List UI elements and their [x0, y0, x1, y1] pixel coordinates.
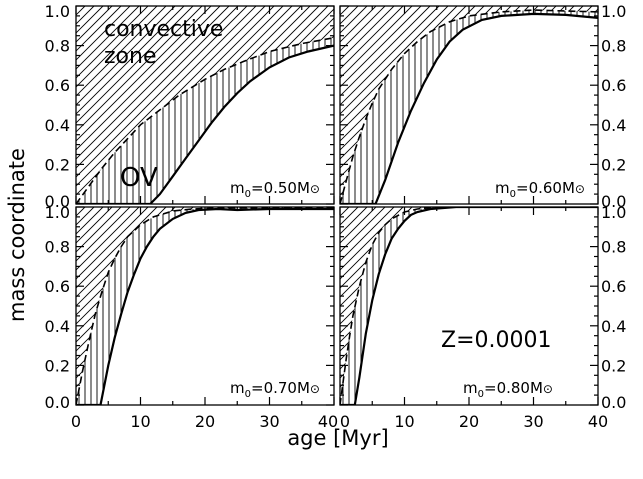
- x-tick-label: 30: [523, 412, 543, 431]
- y-tick-label: 0.0: [45, 192, 70, 211]
- convective-zone-hatch: [76, 207, 334, 405]
- metallicity-label: Z=0.0001: [441, 328, 551, 353]
- dashed-boundary-line: [76, 207, 334, 405]
- y-tick-label: 0.4: [601, 116, 626, 135]
- y-tick-label: 1.0: [45, 203, 70, 222]
- y-tick-label: 0.0: [45, 393, 70, 412]
- y-tick-label: 0.6: [601, 76, 626, 95]
- convective-zone-label-line1: convective: [104, 17, 223, 42]
- solid-boundary-line: [76, 44, 334, 204]
- y-tick-label: 1.0: [601, 2, 626, 21]
- y-tick-label: 0.8: [601, 37, 626, 56]
- x-tick-label: 0: [71, 412, 81, 431]
- ov-label: OV: [120, 163, 158, 193]
- solid-boundary-line: [340, 207, 598, 405]
- dashed-boundary-line: [340, 9, 598, 204]
- x-tick-label: 20: [195, 412, 215, 431]
- x-tick-label: 40: [588, 412, 608, 431]
- x-tick-label: 40: [318, 412, 338, 431]
- overshoot-hatch: [342, 10, 596, 204]
- y-tick-label: 0.4: [45, 116, 70, 135]
- mass-label: m0=0.70M⊙: [230, 379, 320, 400]
- y-tick-label: 0.2: [45, 155, 70, 174]
- tick-marks: [75, 206, 335, 406]
- tick-marks: [339, 5, 599, 205]
- tick-marks: [75, 5, 335, 205]
- dashed-boundary-line: [340, 207, 598, 405]
- y-tick-label: 0.8: [45, 37, 70, 56]
- tick-marks: [339, 206, 599, 406]
- y-tick-label: 0.8: [601, 238, 626, 257]
- overshoot-hatch: [78, 207, 332, 405]
- mass-label: m0=0.60M⊙: [495, 179, 585, 200]
- y-axis-title: mass coordinate: [5, 148, 29, 322]
- y-tick-label: 0.6: [45, 277, 70, 296]
- y-tick-label: 0.2: [601, 155, 626, 174]
- y-tick-label: 0.6: [601, 277, 626, 296]
- y-tick-label: 0.2: [45, 356, 70, 375]
- x-tick-label: 20: [459, 412, 479, 431]
- panel-m050: convective zone OV m0=0.50M⊙: [75, 5, 335, 205]
- x-tick-label: 10: [130, 412, 150, 431]
- y-tick-label: 0.8: [45, 238, 70, 257]
- x-tick-label: 10: [394, 412, 414, 431]
- y-tick-label: 0.0: [601, 192, 626, 211]
- solid-boundary-line: [340, 12, 598, 204]
- y-tick-labels-right: 0.00.20.40.60.81.00.00.20.40.60.81.0: [601, 2, 626, 412]
- x-tick-labels: 0 10 20 30 40 0 10 20 30 40: [71, 412, 608, 431]
- x-tick-label: 30: [259, 412, 279, 431]
- y-tick-label: 0.2: [601, 356, 626, 375]
- y-tick-label: 1.0: [601, 203, 626, 222]
- y-tick-label: 0.4: [45, 317, 70, 336]
- overshoot-hatch: [78, 38, 332, 204]
- x-axis-title: age [Myr]: [287, 426, 388, 450]
- mass-label: m0=0.80M⊙: [463, 379, 553, 400]
- panel-m080: Z=0.0001 m0=0.80M⊙: [339, 206, 599, 406]
- y-tick-label: 0.0: [601, 393, 626, 412]
- x-tick-label: 0: [340, 412, 350, 431]
- y-tick-label: 0.4: [601, 317, 626, 336]
- y-tick-label: 0.6: [45, 76, 70, 95]
- mass-label: m0=0.50M⊙: [230, 179, 320, 200]
- convective-zone-label-line2: zone: [104, 44, 157, 69]
- dashed-boundary-line: [76, 36, 334, 204]
- y-tick-label: 1.0: [45, 2, 70, 21]
- panel-m070: m0=0.70M⊙: [75, 206, 335, 406]
- overshoot-hatch: [342, 207, 446, 405]
- y-tick-labels-left: 0.00.20.40.60.81.00.00.20.40.60.81.0: [45, 2, 70, 412]
- convective-zone-hatch: [76, 6, 334, 204]
